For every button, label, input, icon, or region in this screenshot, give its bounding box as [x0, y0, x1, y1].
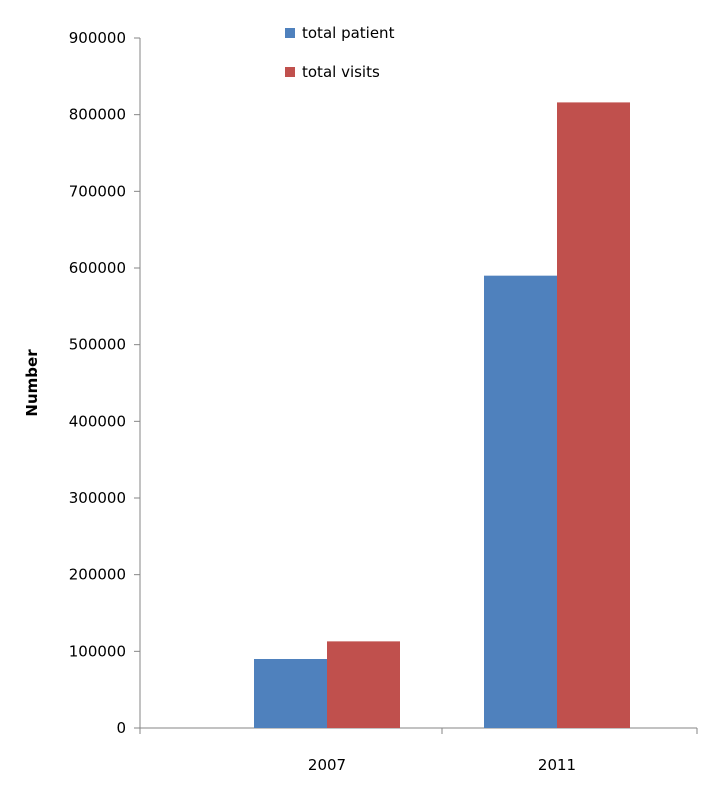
y-axis-title: Number: [23, 349, 41, 417]
y-tick-label: 100000: [69, 642, 126, 660]
y-tick-label: 700000: [69, 182, 126, 200]
y-tick-label: 600000: [69, 259, 126, 277]
bar-total-patient-2011: [484, 275, 557, 728]
legend: total patient total visits: [285, 24, 395, 81]
y-tick-label: 500000: [69, 336, 126, 354]
legend-label: total visits: [302, 63, 380, 81]
bar-total-patient-2007: [254, 659, 327, 728]
legend-swatch: [285, 28, 295, 38]
y-tick-label: 400000: [69, 412, 126, 430]
y-tick-label: 300000: [69, 489, 126, 507]
bars: [254, 102, 630, 728]
y-tick-label: 900000: [69, 29, 126, 47]
legend-label: total patient: [302, 24, 395, 42]
y-tick-label: 800000: [69, 106, 126, 124]
bar-total-visits-2011: [557, 102, 630, 728]
legend-swatch: [285, 67, 295, 77]
x-tick-label: 2007: [308, 756, 346, 774]
y-tick-label: 200000: [69, 566, 126, 584]
x-tick-label: 2011: [538, 756, 576, 774]
bar-total-visits-2007: [327, 641, 400, 728]
y-tick-label: 0: [116, 719, 126, 737]
axes: 0 100000 200000 300000 400000 500000 600000 700…: [69, 29, 698, 774]
